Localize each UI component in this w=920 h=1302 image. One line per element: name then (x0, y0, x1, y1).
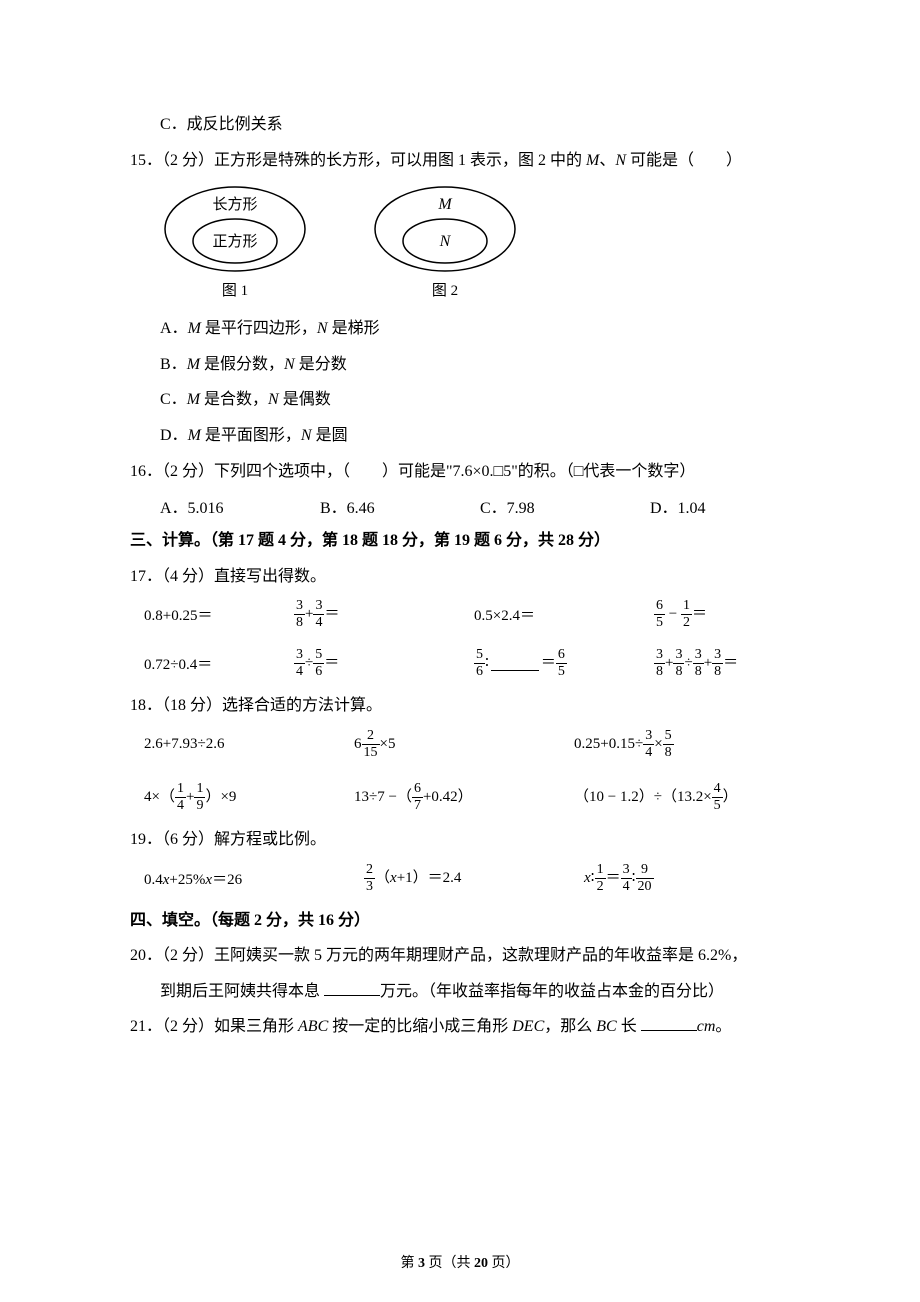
q15-option-a: A．M 是平行四边形，N 是梯形 (130, 316, 790, 342)
q20-line2-post: 万元。（年收益率指每年的收益占本金的百分比） (380, 983, 724, 1000)
q21-dec: DEC (512, 1018, 544, 1035)
q15-c-mid1: 是合数， (200, 391, 268, 408)
diagram2-outer-label: M (437, 196, 453, 213)
q18-grid: 2.6+7.93÷2.6 6215×5 0.25+0.15÷34×58 4×（1… (130, 729, 790, 813)
q16-stem: 16．（2 分）下列四个选项中，（ ）可能是"7.6×0.□5"的积。（□代表一… (130, 459, 790, 485)
q17-r1c4: 65 − 12＝ (654, 599, 834, 630)
diagram-2: M N 图 2 (370, 183, 520, 300)
q16-opt-b: B．6.46 (320, 494, 480, 518)
venn-diagram-2: M N (370, 183, 520, 275)
venn-diagram-1: 长方形 正方形 (160, 183, 310, 275)
section-3-heading: 三、计算。（第 17 题 4 分，第 18 题 18 分，第 19 题 6 分，… (130, 528, 790, 554)
q16-opt-c: C．7.98 (480, 494, 650, 518)
q21-mid1: 按一定的比缩小成三角形 (328, 1018, 512, 1035)
q15-c-N: N (268, 391, 279, 408)
q15-option-d: D．M 是平面图形，N 是圆 (130, 423, 790, 449)
q18-r1c1: 2.6+7.93÷2.6 (144, 736, 354, 753)
q15-b-M: M (187, 356, 200, 373)
footer-current: 3 (418, 1256, 425, 1271)
q18-r2c3: （10 − 1.2）÷（13.2×45） (574, 782, 804, 813)
q15-a-M: M (188, 320, 201, 337)
q20-line1: 20．（2 分）王阿姨买一款 5 万元的两年期理财产品，这款理财产品的年收益率是… (130, 943, 790, 969)
q15-stem: 15．（2 分）正方形是特殊的长方形，可以用图 1 表示，图 2 中的 M、N … (130, 148, 790, 174)
q19-c1: 0.4x+25%x＝26 (144, 868, 364, 889)
q17-grid: 0.8+0.25＝ 38+34＝ 0.5×2.4＝ 65 − 12＝ 0.72÷… (130, 599, 790, 679)
q18-stem: 18．（18 分）选择合适的方法计算。 (130, 693, 790, 719)
q18-r1c2: 6215×5 (354, 729, 574, 760)
q18-r2c2: 13÷7 −（67+0.42） (354, 782, 574, 813)
q21-blank (641, 1015, 697, 1031)
diagram1-caption: 图 1 (222, 279, 248, 300)
q20-blank (324, 980, 380, 996)
q15-c-M: M (187, 391, 200, 408)
q21-stem: 21．（2 分）如果三角形 ABC 按一定的比缩小成三角形 DEC，那么 BC … (130, 1014, 790, 1040)
q15-b-N: N (284, 356, 295, 373)
footer-total: 20 (474, 1256, 488, 1271)
q15-diagrams: 长方形 正方形 图 1 M N 图 2 (130, 183, 790, 300)
diagram2-inner-label: N (439, 233, 452, 250)
q17-r1c1: 0.8+0.25＝ (144, 604, 294, 625)
q20-line2: 到期后王阿姨共得本息 万元。（年收益率指每年的收益占本金的百分比） (130, 979, 790, 1005)
q15-d-N: N (301, 427, 312, 444)
q15-stem-mid: 、 (599, 152, 615, 169)
q15-b-mid2: 是分数 (295, 356, 347, 373)
q15-d-mid1: 是平面图形， (201, 427, 301, 444)
q19-c2: 23（x+1）＝2.4 (364, 863, 584, 894)
diagram-1: 长方形 正方形 图 1 (160, 183, 310, 300)
q15-a-mid1: 是平行四边形， (201, 320, 317, 337)
q20-line2-pre: 到期后王阿姨共得本息 (160, 983, 324, 1000)
q19-grid: 0.4x+25%x＝26 23（x+1）＝2.4 x∶12＝34∶920 (130, 863, 790, 894)
q17-r2c2: 34÷56＝ (294, 648, 474, 679)
q21-mid3: 长 (617, 1018, 641, 1035)
diagram2-caption: 图 2 (432, 279, 458, 300)
q21-mid2: ，那么 (544, 1018, 596, 1035)
q15-stem-prefix: 15．（2 分）正方形是特殊的长方形，可以用图 1 表示，图 2 中的 (130, 152, 586, 169)
q16-options: A．5.016 B．6.46 C．7.98 D．1.04 (130, 494, 790, 518)
q19-c3: x∶12＝34∶920 (584, 863, 804, 894)
q17-r2c3: 56∶＝65 (474, 648, 654, 679)
q15-c-mid2: 是偶数 (279, 391, 331, 408)
page-footer: 第 3 页（共 20 页） (0, 1252, 920, 1272)
q17-r2c4: 38+38÷38+38＝ (654, 648, 834, 679)
q16-opt-a: A．5.016 (160, 494, 320, 518)
q14-option-c: C．成反比例关系 (130, 112, 790, 138)
diagram1-inner-label: 正方形 (212, 233, 257, 250)
q15-b-mid1: 是假分数， (200, 356, 284, 373)
q18-r2c1: 4×（14+19）×9 (144, 782, 354, 813)
q21-cm: cm (697, 1018, 716, 1035)
q15-M: M (586, 152, 599, 169)
q15-a-N: N (317, 320, 328, 337)
q17-stem: 17．（4 分）直接写出得数。 (130, 564, 790, 590)
q15-d-pre: D． (160, 427, 188, 444)
section-4-heading: 四、填空。（每题 2 分，共 16 分） (130, 908, 790, 934)
footer-mid: 页（共 (425, 1256, 474, 1271)
q15-stem-suffix: 可能是（ ） (626, 152, 742, 169)
q15-option-b: B．M 是假分数，N 是分数 (130, 352, 790, 378)
q15-d-M: M (188, 427, 201, 444)
q15-d-mid2: 是圆 (312, 427, 348, 444)
q16-opt-d: D．1.04 (650, 494, 770, 518)
q17-r2c1: 0.72÷0.4＝ (144, 653, 294, 674)
q15-a-pre: A． (160, 320, 188, 337)
q17-r1c2: 38+34＝ (294, 599, 474, 630)
q19-stem: 19．（6 分）解方程或比例。 (130, 827, 790, 853)
q21-pre: 21．（2 分）如果三角形 (130, 1018, 298, 1035)
q21-bc: BC (596, 1018, 616, 1035)
footer-pre: 第 (401, 1256, 419, 1271)
q15-N: N (615, 152, 626, 169)
footer-post: 页） (488, 1256, 520, 1271)
q18-r1c3: 0.25+0.15÷34×58 (574, 729, 804, 760)
q17-r1c3: 0.5×2.4＝ (474, 604, 654, 625)
diagram1-outer-label: 长方形 (212, 196, 257, 213)
q15-c-pre: C． (160, 391, 187, 408)
q15-a-mid2: 是梯形 (328, 320, 380, 337)
q15-b-pre: B． (160, 356, 187, 373)
q17-blank (491, 657, 539, 671)
q21-abc: ABC (298, 1018, 328, 1035)
q15-option-c: C．M 是合数，N 是偶数 (130, 387, 790, 413)
q21-post: 。 (715, 1018, 731, 1035)
